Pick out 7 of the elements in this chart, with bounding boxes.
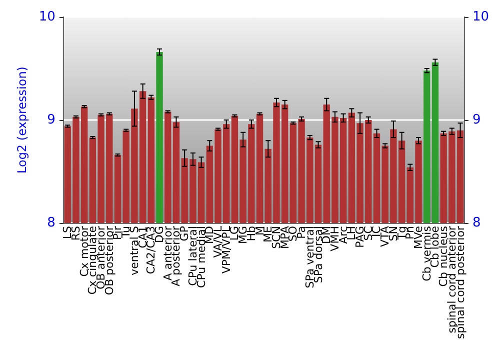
y2-tick-label: 9 <box>472 112 481 128</box>
y-tick-label: 10 <box>38 10 56 24</box>
y2-tick-label: 8 <box>472 216 481 231</box>
y-axis-title: Log2 (expression) <box>15 66 29 174</box>
y-tick-label: 8 <box>47 216 56 231</box>
y-tick-label: 9 <box>47 112 56 128</box>
y2-tick-label: 10 <box>472 10 490 24</box>
